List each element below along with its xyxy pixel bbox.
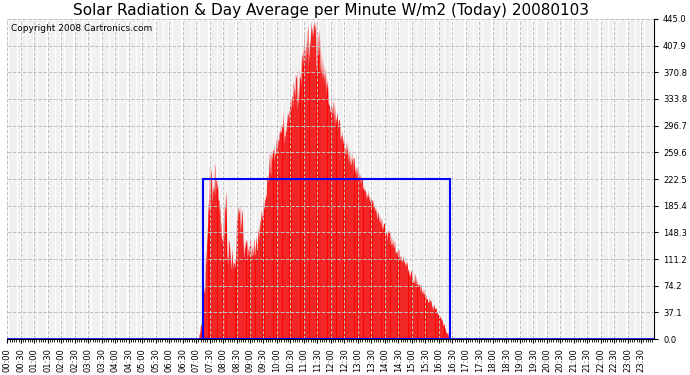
- Title: Solar Radiation & Day Average per Minute W/m2 (Today) 20080103: Solar Radiation & Day Average per Minute…: [72, 3, 589, 18]
- Bar: [203, 179, 450, 339]
- Text: Copyright 2008 Cartronics.com: Copyright 2008 Cartronics.com: [10, 24, 152, 33]
